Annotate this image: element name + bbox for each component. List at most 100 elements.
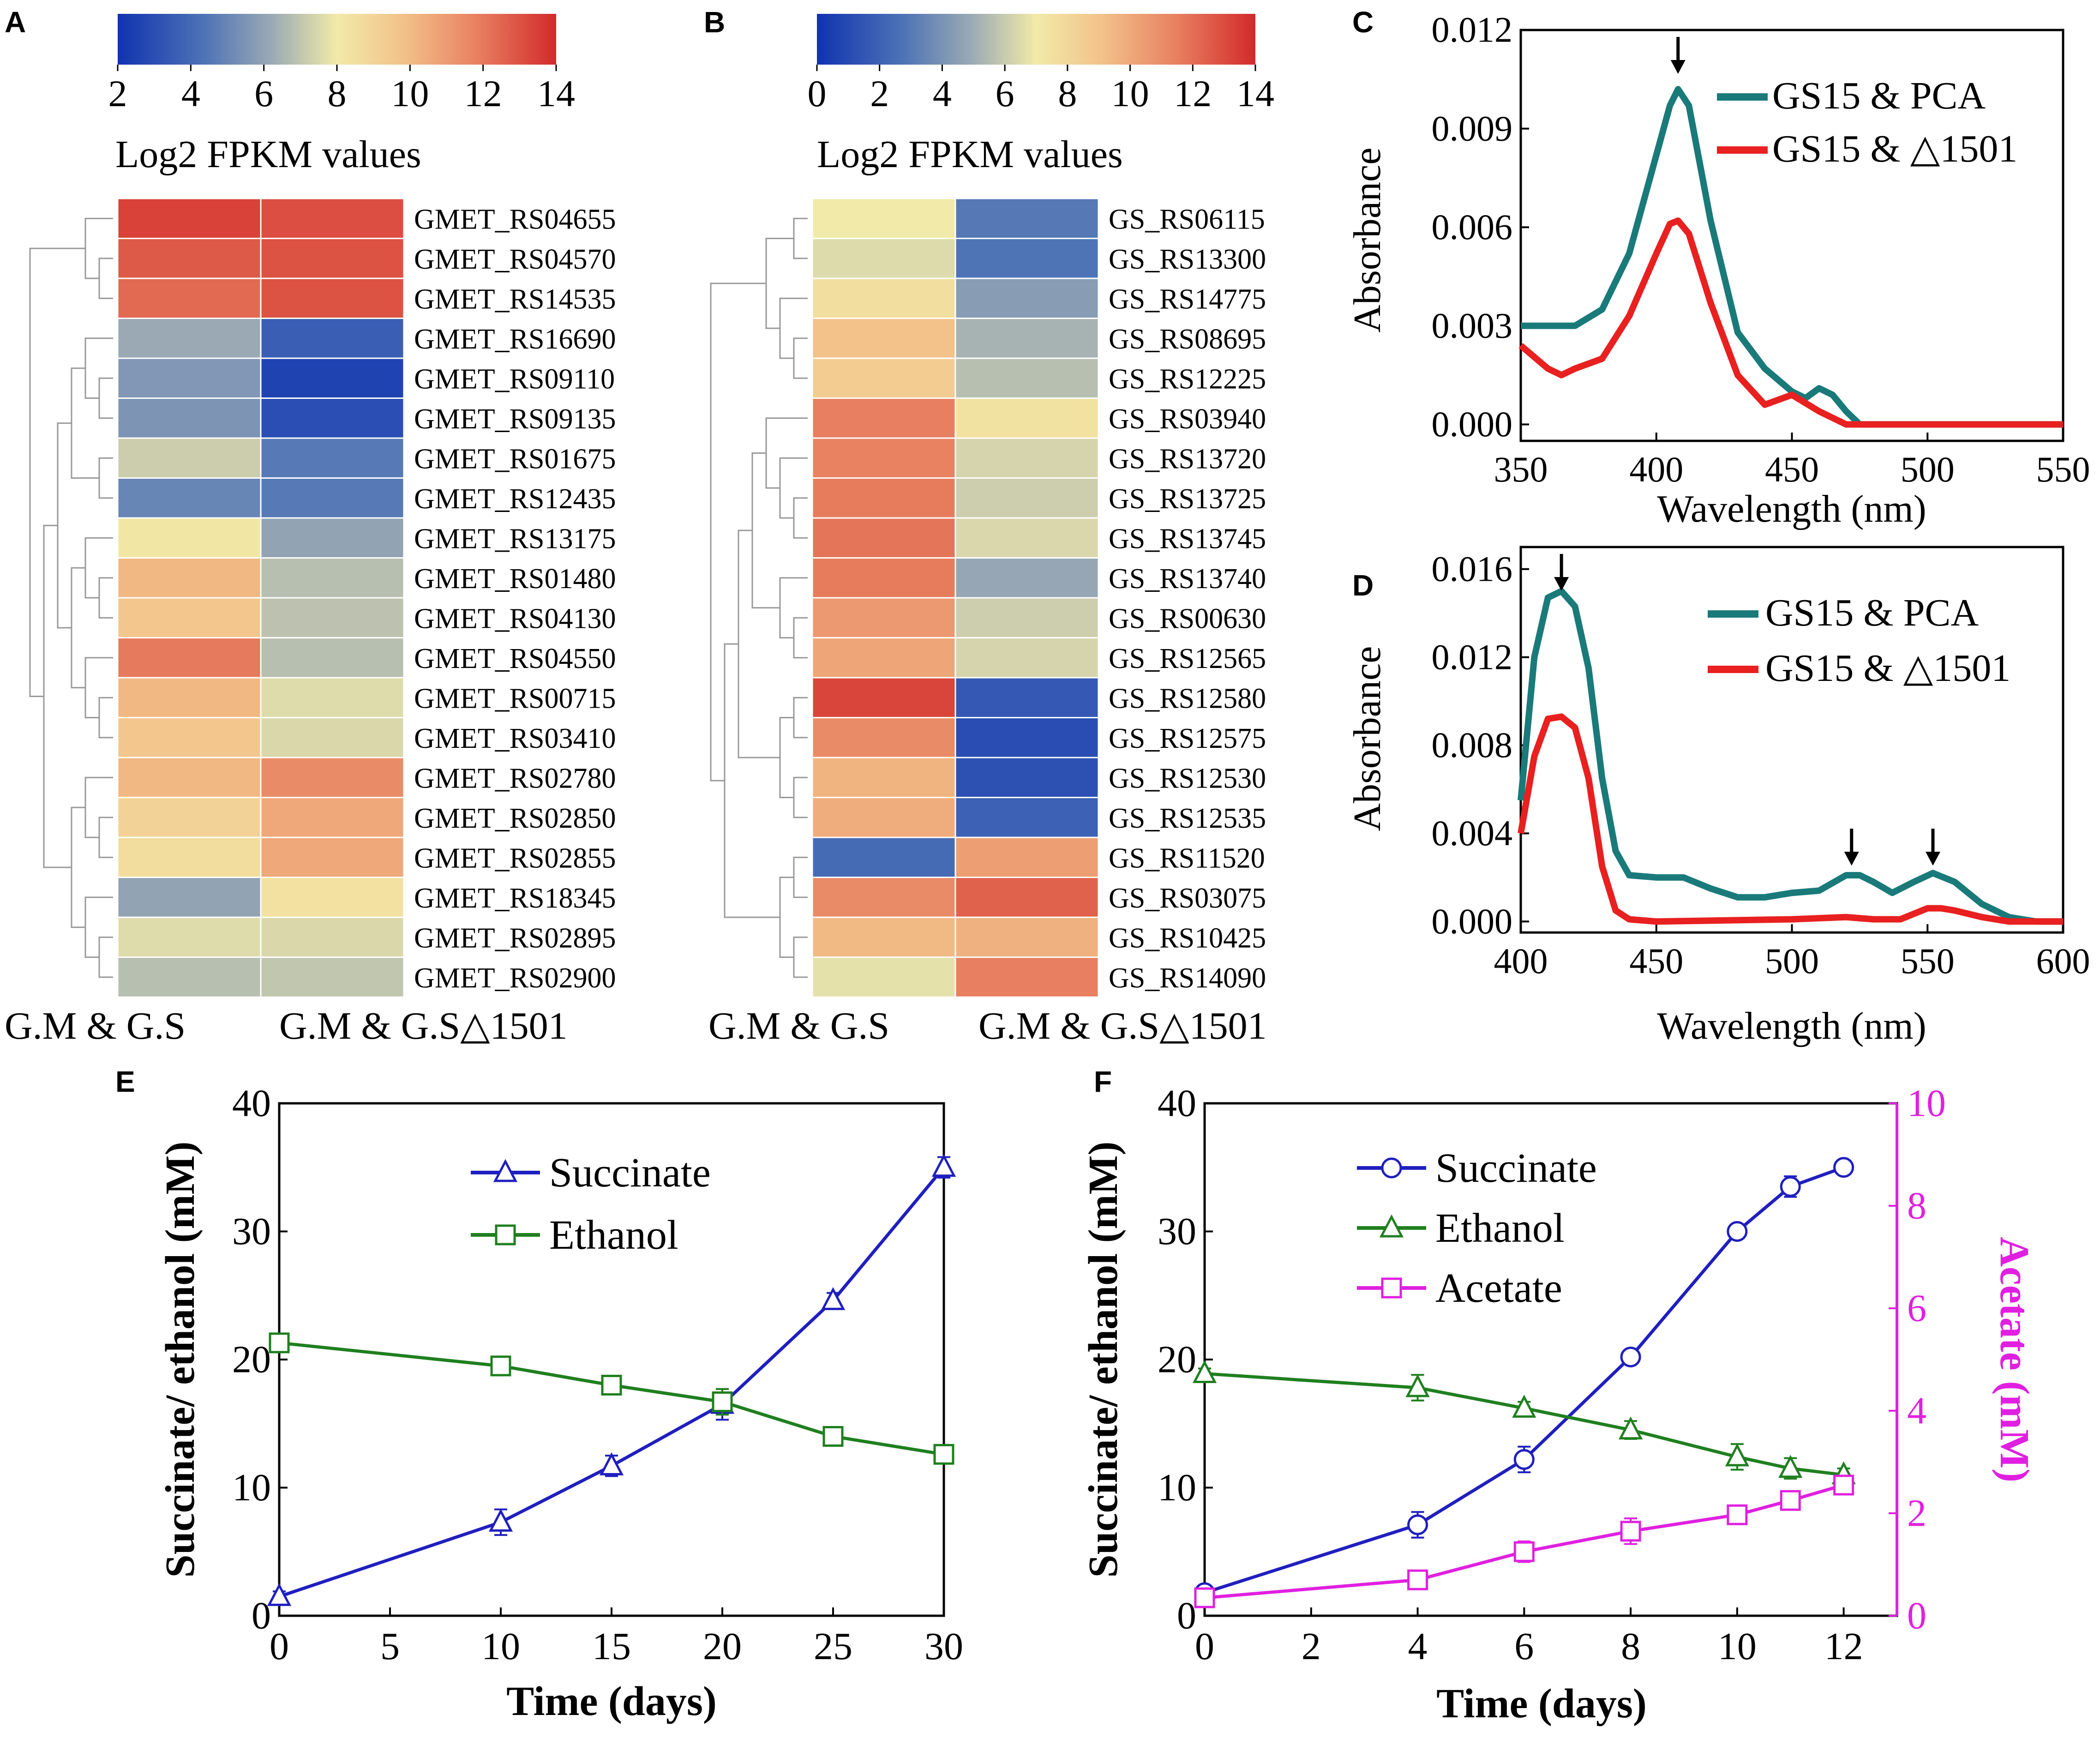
dendrogram-b-branch-6 bbox=[765, 417, 808, 489]
series-e-0-point-2 bbox=[599, 1452, 624, 1475]
panel-label-a: A bbox=[5, 6, 26, 39]
heatmap-b-cell-13-0 bbox=[811, 717, 956, 758]
legend-f-label-0: Succinate bbox=[1435, 1145, 1597, 1191]
x-tick-label-e-1: 5 bbox=[380, 1625, 400, 1668]
heatmap-b-cell-12-0 bbox=[811, 677, 956, 718]
heatmap-b-cell-9-0 bbox=[811, 557, 956, 599]
colorbar-b-tick-label-6: 12 bbox=[1174, 72, 1212, 114]
heatmap-b-row-label-5: GS_RS03940 bbox=[1109, 403, 1266, 435]
x-ticks-e: 0 5 10 15 20 25 30 bbox=[270, 1607, 963, 1668]
heatmap-b-row-labels: GS_RS06115 GS_RS13300 GS_RS14775 GS_RS08695… bbox=[1109, 204, 1266, 994]
x-tick-label-d-2: 500 bbox=[1765, 941, 1819, 981]
heatmap-b-cell-19-0 bbox=[811, 957, 956, 998]
heatmap-b-cell-3-0 bbox=[811, 318, 956, 359]
heatmap-b-cell-9-1 bbox=[954, 557, 1099, 599]
heatmap-b-row-label-7: GS_RS13725 bbox=[1109, 483, 1266, 515]
series-e-1-point-0 bbox=[269, 1332, 290, 1354]
heatmap-b-cell-17-1 bbox=[954, 877, 1099, 918]
colorbar-b-tick-label-0: 0 bbox=[808, 72, 827, 114]
legend-e: Succinate Ethanol bbox=[471, 1150, 711, 1258]
x-tick-label-e-2: 10 bbox=[481, 1625, 520, 1668]
y-tick-label-d-0: 0.000 bbox=[1432, 901, 1513, 941]
dendrogram-b-branch-11 bbox=[793, 776, 808, 818]
heatmap-b-cell-5-1 bbox=[954, 397, 1099, 439]
heatmap-b-col-label-1: G.M & G.S△1501 bbox=[978, 1005, 1267, 1047]
panel-label-e: E bbox=[115, 1065, 135, 1098]
heatmap-b-cell-1-1 bbox=[954, 238, 1099, 279]
y2-tick-label-f-2: 4 bbox=[1907, 1390, 1926, 1432]
series-d-0-line bbox=[1518, 588, 2063, 925]
panel-label-f: F bbox=[1094, 1065, 1112, 1098]
heatmap-a-row-label-14: GMET_RS02780 bbox=[414, 763, 616, 794]
heatmap-a-cell-4-0 bbox=[117, 357, 262, 399]
heatmap-b-row-label-11: GS_RS12565 bbox=[1109, 643, 1266, 674]
series-f-2-point-4 bbox=[1727, 1504, 1748, 1525]
heatmap-a-cell-12-0 bbox=[117, 677, 262, 718]
heatmap-b-cell-11-0 bbox=[811, 637, 956, 679]
x-tick-label-c-0: 350 bbox=[1494, 449, 1548, 489]
heatmap-a-cell-9-1 bbox=[260, 557, 405, 599]
series-e bbox=[267, 1154, 956, 1606]
y-tick-label-f-4: 40 bbox=[1158, 1082, 1196, 1125]
heatmap-b-cell-4-0 bbox=[811, 357, 956, 399]
series-e-0-point-1 bbox=[488, 1509, 513, 1532]
heatmap-a-cell-15-1 bbox=[260, 797, 405, 838]
heatmap-a-cell-16-1 bbox=[260, 836, 405, 878]
y-tick-label-d-2: 0.008 bbox=[1432, 725, 1513, 765]
heatmap-b-cell-18-1 bbox=[954, 916, 1099, 958]
dendrogram-a-branch-0 bbox=[98, 258, 113, 299]
heatmap-a-cell-7-1 bbox=[260, 477, 405, 519]
heatmap-b-cell-3-1 bbox=[954, 318, 1099, 359]
heatmap-b-cell-4-1 bbox=[954, 357, 1099, 399]
colorbar-a-tick-label-3: 8 bbox=[328, 72, 347, 114]
heatmap-b-cell-11-1 bbox=[954, 637, 1099, 679]
colorbar-b-tick-label-2: 4 bbox=[933, 72, 952, 114]
heatmap-a-row-label-9: GMET_RS01480 bbox=[414, 563, 616, 595]
heatmap-b-cell-7-0 bbox=[811, 477, 956, 519]
colorbar-b bbox=[817, 14, 1255, 65]
heatmap-b-cell-16-0 bbox=[811, 836, 956, 878]
y-ticks-e: 0 10 20 30 40 bbox=[232, 1082, 288, 1637]
dendrogram-b-branch-16 bbox=[779, 877, 794, 958]
colorbar-b-label: Log2 FPKM values bbox=[817, 133, 1123, 176]
series-f-2-point-2 bbox=[1513, 1541, 1535, 1562]
x-tick-label-f-2: 4 bbox=[1408, 1625, 1428, 1668]
heatmap-a-cell-18-0 bbox=[117, 916, 262, 958]
series-d bbox=[1518, 588, 2063, 925]
heatmap-a-row-label-3: GMET_RS16690 bbox=[414, 324, 616, 355]
dendrogram-a-branch-14 bbox=[98, 936, 113, 978]
x-tick-label-f-3: 6 bbox=[1514, 1625, 1534, 1668]
heatmap-b-cell-14-0 bbox=[811, 757, 956, 798]
heatmap-a-row-label-5: GMET_RS09135 bbox=[414, 403, 616, 435]
heatmap-b-cell-14-1 bbox=[954, 757, 1099, 798]
colorbar-b-tick-label-1: 2 bbox=[870, 72, 889, 114]
series-e-1-point-5 bbox=[933, 1444, 954, 1465]
x-tick-label-d-0: 400 bbox=[1494, 941, 1548, 981]
series-c-0-line bbox=[1521, 86, 2063, 428]
x-tick-label-c-2: 450 bbox=[1765, 449, 1819, 489]
spectrum-c: 350 400 450 500 550 0.000 0.003 0.006 0.009 0.01… bbox=[1346, 10, 2090, 530]
series-e-0-point-4 bbox=[821, 1287, 846, 1310]
heatmap-a-cell-1-0 bbox=[117, 238, 262, 279]
legend-c-label-0: GS15 & PCA bbox=[1772, 74, 1986, 117]
y2-ticks-f: 0 2 4 6 8 10 bbox=[1889, 1082, 1946, 1637]
series-e-0-point-5 bbox=[931, 1154, 956, 1177]
dendrogram-b-branch-15 bbox=[793, 936, 808, 978]
heatmap-b-cell-19-1 bbox=[954, 957, 1099, 998]
y-tick-label-f-2: 20 bbox=[1158, 1338, 1196, 1381]
colorbar-a-tick-label-1: 4 bbox=[181, 72, 200, 114]
heatmap-b-row-label-10: GS_RS00630 bbox=[1109, 603, 1266, 634]
dendrogram-a-branch-16 bbox=[71, 806, 85, 928]
heatmap-a-row-label-8: GMET_RS13175 bbox=[414, 523, 616, 554]
y2-tick-label-f-5: 10 bbox=[1907, 1082, 1946, 1125]
heatmap-b-cell-0-1 bbox=[954, 198, 1099, 239]
series-c-1-line bbox=[1518, 217, 2063, 428]
series-f-0-point-1 bbox=[1407, 1514, 1428, 1535]
heatmap-a-cell-13-0 bbox=[117, 717, 262, 758]
arrow-d-1-head bbox=[1844, 852, 1859, 866]
y-tick-label-c-1: 0.003 bbox=[1432, 306, 1513, 346]
series-f-1-point-0 bbox=[1192, 1360, 1217, 1384]
dendrogram-a-branch-8 bbox=[98, 697, 113, 739]
series-f-1-point-3 bbox=[1618, 1416, 1643, 1440]
